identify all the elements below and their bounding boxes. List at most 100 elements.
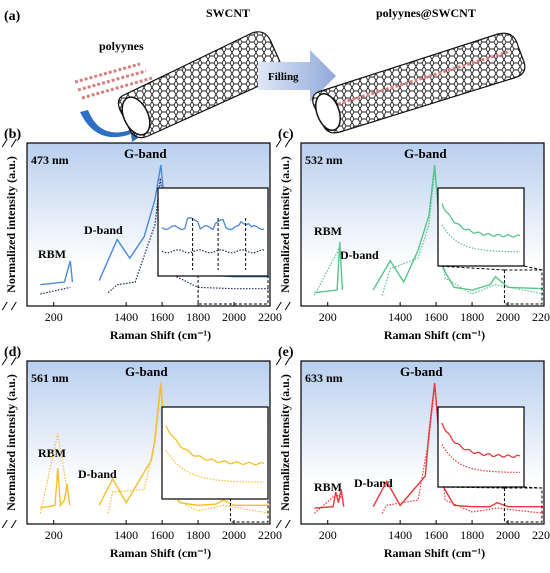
inset-frame xyxy=(437,187,525,267)
spectra-layer: 200 1400 1600 1800 2000 2200 Raman Shift (cm⁻¹… xyxy=(1,138,550,560)
x-tick-label: 1800 xyxy=(186,528,210,542)
axis-break-gap xyxy=(278,357,289,365)
panel-c-rbm-label: RBM xyxy=(314,224,342,238)
x-tick-label: 1600 xyxy=(424,310,448,324)
plot-frame xyxy=(300,360,545,525)
inset-spectrum-solid xyxy=(441,203,521,238)
x-tick-label: 200 xyxy=(45,310,63,324)
panel-a: (a) polyynes SWCNT Filling polyynes@SWCN… xyxy=(4,6,526,142)
spectrum-line-dotted xyxy=(313,171,545,296)
panel-c-dband-label: D-band xyxy=(340,248,379,262)
inset-spectrum-dotted xyxy=(441,224,521,253)
zoom-region-box xyxy=(197,269,269,305)
x-tick-label: 1400 xyxy=(114,528,138,542)
axis-break-mark xyxy=(1,138,17,148)
zoom-region-box xyxy=(503,269,543,305)
inset-spectrum-solid xyxy=(441,422,521,458)
filled-swcnt-label: polyynes@SWCNT xyxy=(376,6,476,20)
x-tick-label: 1600 xyxy=(150,310,174,324)
axis-break-mark xyxy=(1,519,17,529)
filled-swcnt-tube xyxy=(312,32,526,134)
x-axis-label: Raman Shift (cm⁻¹) xyxy=(384,546,485,560)
polyyne-chains xyxy=(74,62,153,100)
x-axis-label: Raman Shift (cm⁻¹) xyxy=(110,328,211,342)
axis-break-gap xyxy=(4,139,15,147)
axis-break-gap xyxy=(4,357,15,365)
inset-frame xyxy=(161,406,269,500)
x-tick-label: 2000 xyxy=(496,310,520,324)
axis-break-gap xyxy=(278,302,289,310)
inset-frame xyxy=(437,406,525,488)
x-tick-label: 2200 xyxy=(258,310,282,324)
spectrum-line-dotted xyxy=(40,178,270,295)
x-tick-label: 200 xyxy=(319,528,337,542)
x-tick-label: 2200 xyxy=(532,310,550,324)
filling-arrow-icon xyxy=(258,50,336,102)
polyynes-label: polyynes xyxy=(99,39,144,53)
filling-label: Filling xyxy=(268,71,299,83)
x-tick-label: 2200 xyxy=(258,528,282,542)
inset-spectrum-dotted xyxy=(165,449,265,483)
panel-e-laser: 633 nm xyxy=(305,371,343,385)
x-tick-label: 1800 xyxy=(460,310,484,324)
panel-d-gband-label: G-band xyxy=(125,364,168,379)
axis-break-gap xyxy=(278,139,289,147)
x-tick-label: 200 xyxy=(45,528,63,542)
spectrum-line-dotted xyxy=(313,385,545,514)
plot-frame xyxy=(26,360,271,525)
panel-e-label: (e) xyxy=(278,345,294,360)
axis-break-mark xyxy=(275,356,291,366)
panel-c-label: (c) xyxy=(278,127,294,142)
x-tick-label: 1800 xyxy=(460,528,484,542)
zoom-region-box xyxy=(229,487,269,523)
zoom-connector xyxy=(437,265,505,271)
x-tick-label: 1600 xyxy=(424,528,448,542)
inset-frame xyxy=(157,187,269,277)
zoom-connector xyxy=(523,486,543,489)
panel-b-gband-label: G-band xyxy=(124,146,167,161)
axis-break-mark xyxy=(1,301,17,311)
inset-spectrum-dotted xyxy=(441,444,521,474)
x-tick-label: 1400 xyxy=(388,528,412,542)
spectrum-line-solid xyxy=(314,164,545,294)
x-tick-label: 1400 xyxy=(388,310,412,324)
axis-break-mark xyxy=(275,138,291,148)
panel-c-gband-label: G-band xyxy=(404,146,447,161)
panel-b-label: (b) xyxy=(4,127,21,142)
panel-d-dband-label: D-band xyxy=(78,467,117,481)
x-tick-label: 2000 xyxy=(222,528,246,542)
plot-frame xyxy=(26,142,271,307)
y-axis-label: Normalized intensity (a.u.) xyxy=(4,374,18,511)
panel-d-laser: 561 nm xyxy=(31,371,69,385)
inset-spectrum-solid xyxy=(161,216,265,231)
panel-b-rbm-label: RBM xyxy=(38,247,66,261)
x-tick-label: 2200 xyxy=(532,528,550,542)
spectrum-line-dotted xyxy=(39,389,271,514)
panel-b-dband-label: D-band xyxy=(84,223,123,237)
zoom-connector xyxy=(523,265,543,271)
panel-d-rbm-label: RBM xyxy=(38,446,66,460)
axis-break-mark xyxy=(275,301,291,311)
y-axis-label: Normalized intensity (a.u.) xyxy=(278,156,292,293)
axis-break-mark xyxy=(275,519,291,529)
y-axis-label: Normalized intensity (a.u.) xyxy=(4,156,18,293)
y-axis-label: Normalized intensity (a.u.) xyxy=(278,374,292,511)
axis-break-gap xyxy=(278,520,289,528)
axis-break-gap xyxy=(4,302,15,310)
panel-b-laser: 473 nm xyxy=(31,153,69,167)
x-axis-label: Raman Shift (cm⁻¹) xyxy=(110,546,211,560)
x-tick-label: 1400 xyxy=(114,310,138,324)
plot-frame xyxy=(300,142,545,307)
x-tick-label: 1800 xyxy=(186,310,210,324)
x-axis-label: Raman Shift (cm⁻¹) xyxy=(384,328,485,342)
inset-spectrum-solid xyxy=(165,425,265,466)
axis-break-mark xyxy=(1,356,17,366)
panel-e-rbm-label: RBM xyxy=(314,480,342,494)
panel-d-label: (d) xyxy=(4,345,21,360)
x-tick-label: 200 xyxy=(319,310,337,324)
panel-a-label: (a) xyxy=(4,9,21,24)
panel-c-laser: 532 nm xyxy=(305,153,343,167)
axis-break-gap xyxy=(4,520,15,528)
zoom-region-box xyxy=(503,487,543,523)
